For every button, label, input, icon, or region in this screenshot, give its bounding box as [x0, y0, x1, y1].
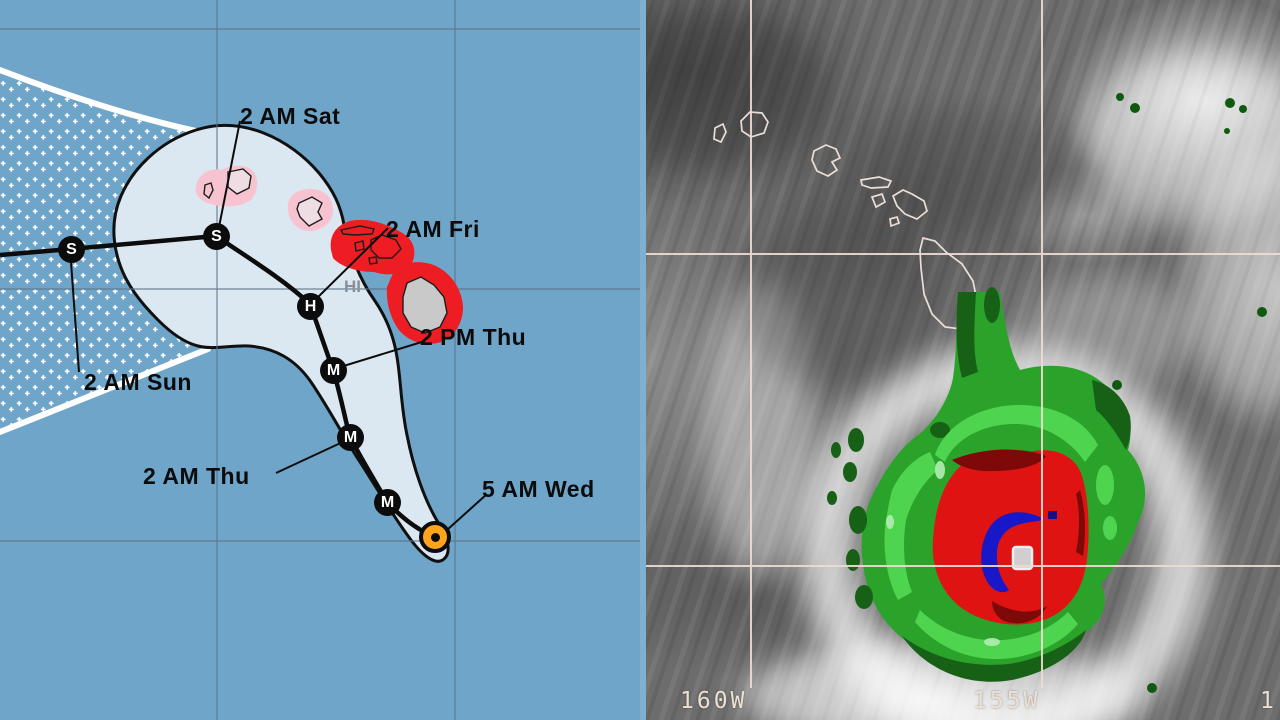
sat-island-oahu	[811, 144, 842, 177]
rain-bright-green	[884, 405, 1117, 660]
track-point-m-thu-am: M	[337, 424, 364, 451]
label-2am-thu: 2 AM Thu	[143, 463, 250, 489]
lon-label-160w: 160W	[680, 688, 748, 714]
island-niihau	[203, 182, 214, 200]
label-2am-fri: 2 AM Fri	[386, 216, 480, 242]
current-position-dot	[430, 532, 440, 542]
track-point-m-wed-pm: M	[374, 489, 401, 516]
island-kahoolawe	[368, 256, 378, 265]
sat-island-niihau	[713, 122, 727, 144]
label-5am-wed: 5 AM Wed	[482, 476, 595, 502]
satellite-image: 160W 155W 1	[640, 0, 1280, 720]
lon-label-155w: 155W	[973, 688, 1041, 714]
sat-island-maui	[891, 189, 928, 220]
graticule	[0, 0, 640, 720]
island-big-island	[402, 276, 448, 334]
track-point-h-fri: H	[297, 293, 324, 320]
island-kauai	[227, 168, 252, 195]
label-2am-sun: 2 AM Sun	[84, 369, 192, 395]
track-point-s-day4: S	[58, 236, 85, 263]
island-maui	[370, 234, 402, 259]
track-point-m-thu-pm: M	[320, 357, 347, 384]
sat-island-molokai	[859, 176, 893, 189]
forecast-map-canvas	[0, 0, 640, 720]
track-point-s-day3: S	[203, 223, 230, 250]
label-hi: HI	[344, 277, 361, 296]
label-leader-lines	[70, 120, 488, 531]
forecast-cone-map: S S H M M M 2 AM Sat 2 AM Fri 2 PM Thu 2…	[0, 0, 640, 720]
hurricane-rain-shield	[827, 93, 1267, 693]
core-red	[932, 449, 1089, 625]
hawaii-islands-outlines	[203, 168, 448, 334]
label-2pm-thu: 2 PM Thu	[420, 324, 527, 350]
current-position-marker	[419, 521, 451, 553]
inner-blue-band	[981, 512, 1044, 593]
outlying-green-specks	[1112, 93, 1267, 693]
satellite-canvas	[640, 0, 1280, 720]
satellite-graticule	[640, 0, 1280, 688]
uncertainty-edge-top	[0, 67, 199, 134]
extended-uncertainty-area	[0, 70, 208, 432]
rain-mint-specks	[886, 461, 1000, 646]
core-dark-red	[952, 449, 1085, 624]
hurricane-eye	[1011, 545, 1034, 571]
island-lanai	[354, 240, 365, 252]
island-molokai	[339, 225, 375, 236]
inner-navy-speck	[1048, 511, 1057, 519]
uncertainty-edge-bottom	[0, 346, 211, 435]
panel-separator	[640, 0, 646, 720]
island-oahu	[296, 196, 323, 227]
sat-island-kahoolawe	[889, 215, 901, 228]
lon-label-150w-partial: 1	[1260, 688, 1277, 714]
label-2am-sat: 2 AM Sat	[240, 103, 341, 129]
sat-island-lanai	[870, 192, 887, 209]
